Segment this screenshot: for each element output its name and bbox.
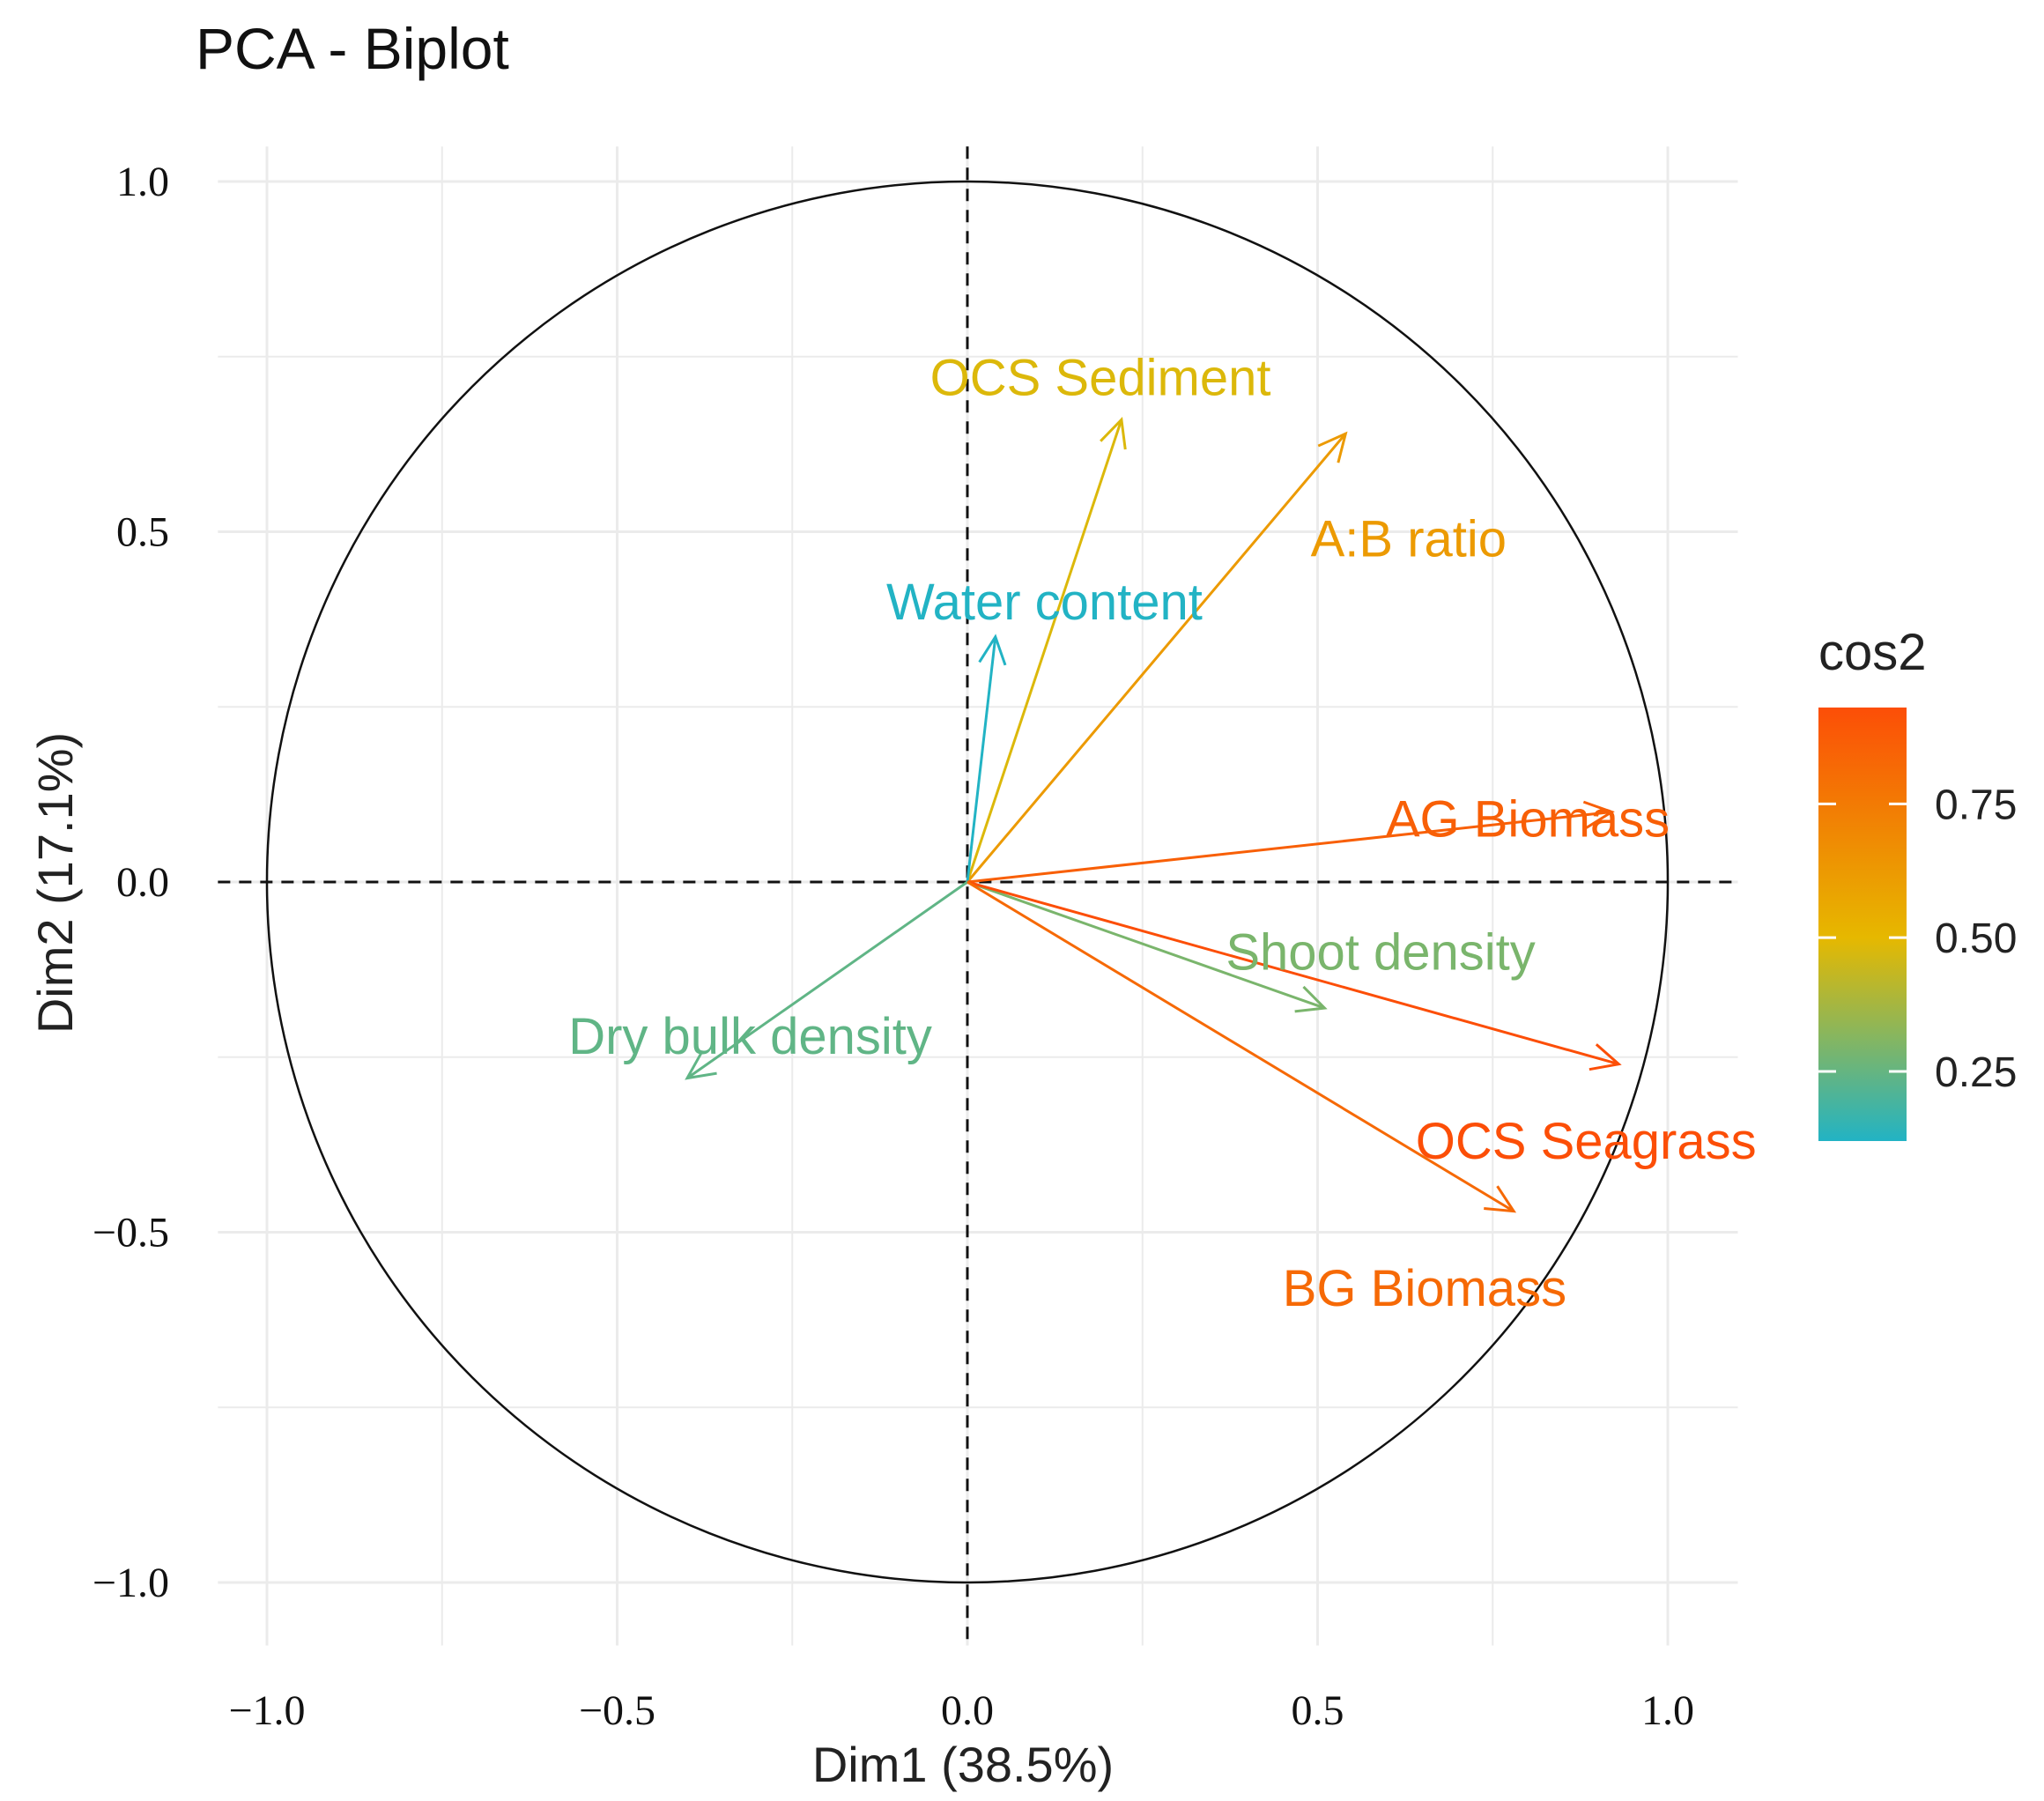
variable-arrow (966, 880, 1619, 1066)
legend-ticks: 0.25 0.50 0.75 (1818, 782, 2017, 1096)
x-axis-label: Dim1 (38.5%) (812, 1737, 1114, 1792)
variable-arrowhead (978, 634, 1007, 666)
variable-arrow (966, 636, 997, 883)
variable-arrowhead (1294, 985, 1328, 1013)
y-tick-label: −0.5 (93, 1210, 169, 1256)
variable-labels: OCS Sediment A:B ratio Water content AG Bio… (568, 350, 1757, 1317)
legend-title: cos2 (1818, 624, 1927, 681)
legend-tick-label: 0.50 (1935, 915, 2017, 962)
variable-arrowhead (1317, 431, 1348, 463)
variable-arrowhead (1589, 1043, 1622, 1071)
variable-label: Water content (886, 574, 1203, 631)
variable-label: Dry bulk density (568, 1008, 932, 1065)
variable-arrow (966, 433, 1347, 883)
variable-arrow (966, 811, 1612, 884)
x-tick-label: 1.0 (1641, 1687, 1694, 1734)
variable-arrow (966, 880, 1514, 1212)
variable-label: BG Biomass (1283, 1260, 1566, 1317)
variable-arrow (966, 419, 1123, 883)
y-tick-label: 1.0 (116, 159, 169, 205)
variable-arrow (966, 880, 1325, 1010)
variable-label: OCS Sediment (930, 350, 1271, 407)
variable-arrowhead (1582, 800, 1615, 829)
y-tick-label: 0.0 (116, 859, 169, 906)
variable-label: AG Biomass (1386, 790, 1670, 848)
chart-title: PCA - Biplot (196, 16, 509, 81)
x-tick-label: −1.0 (228, 1687, 305, 1734)
y-axis-label: Dim2 (17.1%) (27, 732, 83, 1034)
y-axis-ticks: −1.0 −0.5 0.0 0.5 1.0 (93, 159, 169, 1606)
variable-arrowhead (685, 1051, 717, 1080)
legend-tick-label: 0.75 (1935, 782, 2017, 828)
x-tick-label: 0.5 (1292, 1687, 1344, 1734)
y-tick-label: −1.0 (93, 1560, 169, 1606)
y-tick-label: 0.5 (116, 509, 169, 556)
x-tick-label: −0.5 (579, 1687, 655, 1734)
x-axis-ticks: −1.0 −0.5 0.0 0.5 1.0 (228, 1687, 1694, 1734)
zero-reference-lines (218, 146, 1738, 1646)
variable-arrows (685, 417, 1622, 1213)
cos2-legend: cos2 0.25 0.50 0.75 (1818, 624, 2017, 1141)
variable-arrowhead (1484, 1185, 1517, 1213)
legend-colorbar (1818, 708, 1907, 1141)
x-tick-label: 0.0 (941, 1687, 994, 1734)
variable-label: A:B ratio (1311, 510, 1507, 567)
variable-label: OCS Seagrass (1416, 1113, 1757, 1170)
variable-arrowhead (1100, 417, 1127, 450)
legend-tick-label: 0.25 (1935, 1049, 2017, 1096)
variable-label: Shoot density (1226, 924, 1535, 982)
variable-arrow (686, 880, 968, 1079)
